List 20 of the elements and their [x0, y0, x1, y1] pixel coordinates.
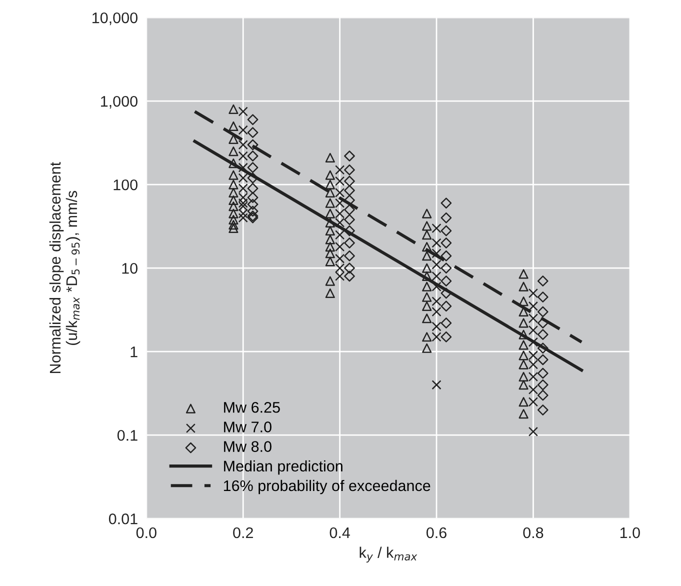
x-tick-label: 0.6 — [426, 527, 446, 538]
y-tick-label: 0.01 — [108, 513, 138, 524]
y-tick-label: 10,000 — [92, 12, 138, 26]
y-tick-label: 10 — [122, 262, 138, 274]
legend-label: Mw 7.0 — [224, 422, 272, 432]
legend-label: 16% probability of exceedance — [224, 480, 430, 494]
y-tick-label: 100 — [114, 179, 138, 190]
x-tick-label: 0.4 — [330, 527, 350, 538]
legend-label: Median prediction — [224, 460, 342, 475]
legend-label: Mw 8.0 — [224, 441, 272, 452]
x-tick-label: 0.8 — [523, 527, 544, 538]
x-axis-title: k$_{y}$ / k$_{max}$ — [360, 546, 418, 563]
y-tick-label: 1 — [130, 346, 138, 358]
y-tick-label: 1,000 — [101, 96, 138, 109]
x-tick-label: 1.0 — [620, 527, 640, 538]
y-axis-title: Normalized slope displacement (u/k$_{max}$ *D$_{5−95}$), mm/s — [49, 162, 80, 373]
legend-label: Mw 6.25 — [224, 402, 280, 413]
x-tick-label: 0.2 — [233, 527, 253, 538]
x-tick-label: 0.0 — [136, 527, 156, 538]
y-tick-label: 0.1 — [117, 430, 138, 441]
